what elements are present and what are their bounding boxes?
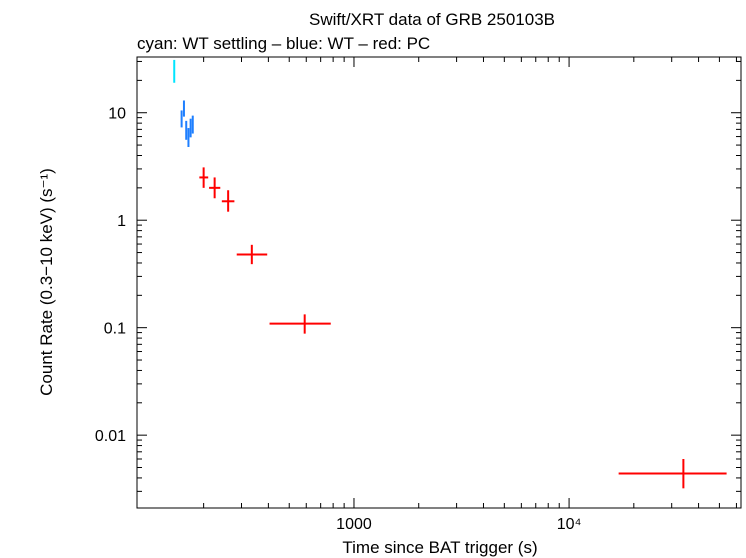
x-axis-label: Time since BAT trigger (s) [342, 538, 537, 557]
plot-frame [136, 56, 742, 509]
x-major-ticks: 1000 10⁴ [336, 57, 582, 533]
y-tick-label: 10 [108, 106, 126, 123]
data-point [221, 190, 235, 212]
y-minor-ticks [137, 60, 741, 492]
data-point [189, 118, 192, 138]
data-point [236, 244, 268, 265]
data-point [185, 120, 188, 140]
y-tick-label: 0.01 [95, 428, 126, 445]
data-point [269, 314, 331, 334]
data-point [618, 458, 727, 489]
data-points [173, 59, 727, 489]
data-point [199, 167, 209, 188]
data-point [187, 128, 190, 147]
data-point [209, 177, 221, 199]
data-point [191, 115, 194, 134]
x-minor-ticks [203, 57, 737, 508]
y-axis-label: Count Rate (0.3−10 keV) (s⁻¹) [37, 168, 56, 396]
x-tick-label: 10⁴ [557, 516, 582, 533]
x-tick-label: 1000 [336, 516, 372, 533]
data-point [180, 110, 183, 128]
y-tick-label: 0.1 [104, 321, 126, 338]
y-tick-label: 1 [117, 213, 126, 230]
chart-title: Swift/XRT data of GRB 250103B [309, 10, 555, 29]
chart-subtitle: cyan: WT settling – blue: WT – red: PC [137, 34, 430, 53]
y-major-ticks: 0.01 0.1 1 10 [95, 106, 741, 445]
data-point [182, 100, 185, 117]
